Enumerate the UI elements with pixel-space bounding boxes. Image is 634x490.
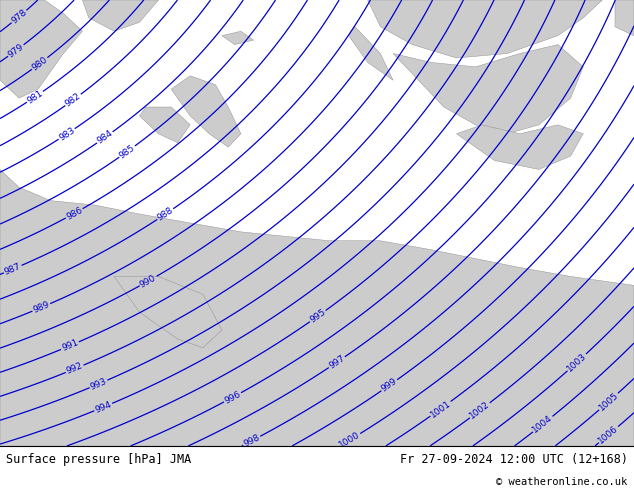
Text: 986: 986 xyxy=(65,205,84,221)
Polygon shape xyxy=(114,276,222,348)
Polygon shape xyxy=(0,0,82,98)
Text: Surface pressure [hPa] JMA: Surface pressure [hPa] JMA xyxy=(6,453,191,466)
Polygon shape xyxy=(349,27,393,80)
Polygon shape xyxy=(0,170,634,446)
Text: Fr 27-09-2024 12:00 UTC (12+168): Fr 27-09-2024 12:00 UTC (12+168) xyxy=(399,453,628,466)
Text: 999: 999 xyxy=(380,377,399,394)
Polygon shape xyxy=(456,125,583,170)
Text: 978: 978 xyxy=(10,8,29,25)
Text: 984: 984 xyxy=(95,129,115,146)
Text: 991: 991 xyxy=(60,338,80,353)
Polygon shape xyxy=(82,0,158,31)
Polygon shape xyxy=(393,45,583,134)
Text: 989: 989 xyxy=(32,300,51,315)
Text: 1006: 1006 xyxy=(597,424,620,445)
Polygon shape xyxy=(222,31,254,45)
Text: 1001: 1001 xyxy=(429,398,453,419)
Text: 1004: 1004 xyxy=(531,414,555,435)
Text: 995: 995 xyxy=(308,307,327,325)
Text: 988: 988 xyxy=(155,206,175,222)
Text: 1003: 1003 xyxy=(566,351,588,373)
Text: 1002: 1002 xyxy=(468,400,492,421)
Text: 992: 992 xyxy=(65,362,84,376)
Text: 983: 983 xyxy=(57,125,77,143)
Text: 987: 987 xyxy=(3,262,22,277)
Text: © weatheronline.co.uk: © weatheronline.co.uk xyxy=(496,477,628,487)
Polygon shape xyxy=(139,107,190,143)
Text: 1005: 1005 xyxy=(597,391,620,413)
Text: 980: 980 xyxy=(30,55,49,73)
Text: 998: 998 xyxy=(242,433,261,449)
Text: 996: 996 xyxy=(223,389,242,405)
Text: 985: 985 xyxy=(117,143,137,160)
Text: 990: 990 xyxy=(138,273,158,289)
Text: 997: 997 xyxy=(327,354,347,371)
Polygon shape xyxy=(368,0,602,58)
Text: 993: 993 xyxy=(89,376,108,392)
Polygon shape xyxy=(615,0,634,36)
Text: 982: 982 xyxy=(63,91,82,109)
Text: 979: 979 xyxy=(6,42,25,59)
Text: 1000: 1000 xyxy=(337,430,362,450)
Polygon shape xyxy=(171,76,241,147)
Text: 994: 994 xyxy=(94,400,113,415)
Text: 981: 981 xyxy=(25,88,44,105)
